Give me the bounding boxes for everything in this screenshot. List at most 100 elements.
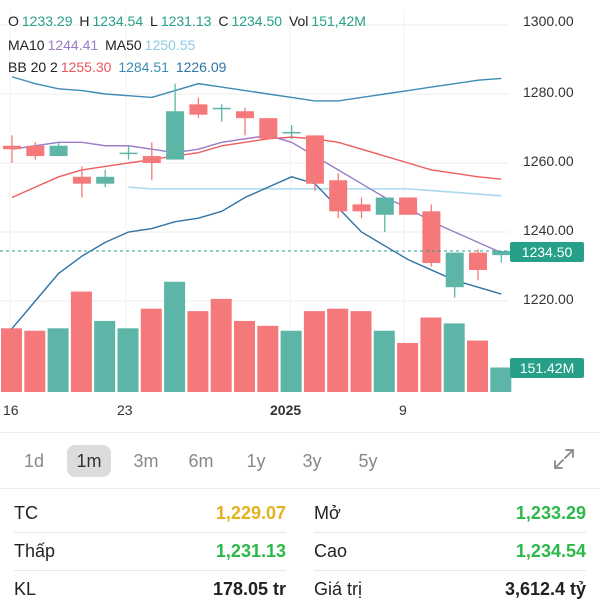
candle-body bbox=[189, 104, 208, 115]
candle-body bbox=[375, 197, 394, 215]
volume-bar bbox=[47, 328, 69, 392]
divider bbox=[14, 532, 286, 533]
tab-3y[interactable]: 3y bbox=[302, 451, 322, 471]
volume-value: 151,42M bbox=[311, 13, 366, 29]
low-label: L bbox=[150, 13, 158, 29]
bb-readout: BB 20 2 1255.30 1284.51 1226.09 bbox=[8, 58, 229, 76]
current-price-tag: 1234.50 bbox=[510, 242, 584, 262]
candle-body bbox=[305, 135, 324, 184]
gt-label: Giá trị bbox=[314, 579, 363, 599]
gt-value: 3,612.4 tỷ bbox=[504, 579, 586, 599]
ma50-label: MA50 bbox=[105, 37, 142, 53]
divider bbox=[314, 570, 586, 571]
low-value-stat: 1,231.13 bbox=[215, 541, 286, 561]
divider bbox=[314, 532, 586, 533]
volume-bar bbox=[350, 311, 372, 392]
candle-body bbox=[422, 211, 441, 264]
bb-lower-value: 1226.09 bbox=[175, 59, 227, 75]
ma50-value: 1250.55 bbox=[144, 37, 196, 53]
tab-6m[interactable]: 6m bbox=[188, 451, 214, 471]
volume-bar bbox=[303, 311, 325, 392]
high-label: H bbox=[79, 13, 90, 29]
candle-body bbox=[236, 111, 254, 119]
candle-body bbox=[399, 197, 418, 215]
x-tick-9: 9 bbox=[399, 402, 407, 418]
candle-body bbox=[166, 111, 185, 160]
high-value: 1234.54 bbox=[92, 13, 144, 29]
high-value-stat: 1,234.54 bbox=[515, 541, 586, 561]
tab-3m[interactable]: 3m bbox=[133, 451, 159, 471]
candle-body bbox=[329, 180, 348, 212]
candle-body bbox=[352, 204, 371, 212]
volume-bar bbox=[443, 323, 465, 392]
ma10-label: MA10 bbox=[8, 37, 45, 53]
volume-bar bbox=[257, 325, 279, 392]
volume-bar bbox=[24, 330, 46, 392]
volume-bar bbox=[164, 281, 186, 392]
volume-bar bbox=[117, 328, 139, 392]
volume-bar bbox=[210, 298, 232, 392]
volume-bar bbox=[327, 308, 349, 392]
tab-5y[interactable]: 5y bbox=[358, 451, 378, 471]
tab-1m[interactable]: 1m bbox=[67, 445, 111, 477]
x-tick-16: 16 bbox=[3, 402, 19, 418]
tab-1y[interactable]: 1y bbox=[246, 451, 266, 471]
candle-body bbox=[72, 176, 91, 184]
x-tick-23: 23 bbox=[117, 402, 133, 418]
volume-bar bbox=[397, 343, 419, 392]
price-chart[interactable]: O 1233.29 H 1234.54 L 1231.13 C 1234.50 Vol 1… bbox=[0, 0, 600, 432]
y-tick-1220: 1220.00 bbox=[523, 291, 574, 307]
bb-lower-line bbox=[11, 176, 502, 330]
ma10-value: 1244.41 bbox=[47, 37, 99, 53]
candle-body bbox=[142, 156, 161, 163]
open-label-stat: Mở bbox=[314, 503, 341, 523]
close-label: C bbox=[218, 13, 229, 29]
volume-label: Vol bbox=[288, 13, 309, 29]
candle-body bbox=[96, 176, 115, 184]
volume-tag: 151.42M bbox=[510, 358, 584, 378]
volume-bar bbox=[234, 320, 255, 392]
open-label: O bbox=[8, 13, 19, 29]
candle-body bbox=[469, 252, 487, 270]
volume-bar bbox=[94, 320, 116, 392]
volume-bar bbox=[70, 291, 92, 392]
candlestick-chart-svg[interactable] bbox=[0, 0, 600, 432]
bb-label: BB 20 2 bbox=[8, 59, 58, 75]
high-label-stat: Cao bbox=[314, 541, 348, 561]
ma-readout: MA10 1244.41 MA50 1250.55 bbox=[8, 36, 198, 54]
candle-body bbox=[26, 145, 45, 157]
tab-1d[interactable]: 1d bbox=[23, 451, 45, 471]
candle-body bbox=[492, 250, 511, 256]
volume-bar bbox=[467, 340, 488, 392]
tc-value: 1,229.07 bbox=[215, 503, 286, 523]
volume-bar bbox=[280, 330, 302, 392]
y-tick-1260: 1260.00 bbox=[523, 153, 574, 169]
candle-body bbox=[445, 252, 464, 288]
low-label-stat: Thấp bbox=[14, 541, 56, 561]
bb-upper-line bbox=[11, 76, 502, 102]
ma10-line bbox=[11, 134, 502, 254]
period-selector: 1d 1m 3m 6m 1y 3y 5y bbox=[0, 432, 600, 489]
open-value-stat: 1,233.29 bbox=[515, 503, 586, 523]
candle-body bbox=[282, 131, 301, 134]
y-tick-1240: 1240.00 bbox=[523, 222, 574, 238]
bb-mid-value: 1255.30 bbox=[60, 59, 112, 75]
kl-label: KL bbox=[14, 579, 37, 599]
volume-bar bbox=[187, 311, 209, 392]
candle-body bbox=[259, 118, 278, 139]
candle-body bbox=[3, 145, 21, 150]
volume-bar bbox=[1, 328, 22, 392]
candle-body bbox=[212, 107, 231, 110]
close-value: 1234.50 bbox=[231, 13, 283, 29]
y-tick-1280: 1280.00 bbox=[523, 84, 574, 100]
bb-upper-value: 1284.51 bbox=[118, 59, 169, 75]
open-value: 1233.29 bbox=[21, 13, 73, 29]
candle-body bbox=[49, 145, 68, 157]
volume-bar bbox=[420, 317, 442, 392]
volume-bar bbox=[490, 367, 512, 392]
volume-bar bbox=[373, 330, 395, 392]
ohlc-readout: O 1233.29 H 1234.54 L 1231.13 C 1234.50 Vol 1… bbox=[8, 12, 369, 30]
y-tick-1300: 1300.00 bbox=[523, 13, 574, 29]
low-value: 1231.13 bbox=[160, 13, 212, 29]
expand-icon[interactable] bbox=[552, 447, 576, 471]
